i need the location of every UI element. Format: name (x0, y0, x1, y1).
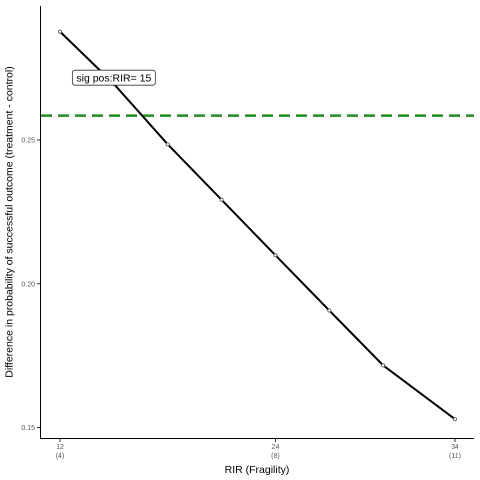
series-layer (58, 29, 457, 422)
annotation-label: sig pos:RIR= 15 (76, 73, 151, 85)
x-tick-sublabel: (8) (271, 453, 280, 460)
plot-area: sig pos:RIR= 15 (40, 6, 474, 439)
x-tick-sublabel: (11) (449, 453, 461, 460)
data-point (327, 308, 332, 313)
y-tick-label: 0.15 (21, 425, 35, 432)
y-tick-label: 0.25 (21, 138, 35, 145)
y-axis-ticks: 0.15 0.20 0.25 (21, 138, 40, 432)
y-axis-title: Difference in probability of successful … (4, 66, 16, 377)
annotation-layer: sig pos:RIR= 15 (71, 69, 156, 86)
data-point (58, 29, 63, 34)
x-tick-label: 34 (451, 444, 459, 451)
data-point (381, 363, 386, 368)
data-point (273, 253, 278, 258)
series-line (59, 30, 456, 421)
data-point (165, 142, 170, 147)
x-tick-label: 12 (56, 444, 64, 451)
data-point (452, 417, 457, 422)
x-tick-sublabel: (4) (56, 453, 65, 460)
data-point (219, 197, 224, 202)
y-tick-label: 0.20 (21, 281, 35, 288)
annotation-box (71, 69, 156, 86)
x-axis-ticks: 12 (4) 24 (8) 34 (11) (56, 439, 461, 460)
x-tick-label: 24 (272, 444, 280, 451)
x-axis-title: RIR (Fragility) (225, 464, 290, 476)
